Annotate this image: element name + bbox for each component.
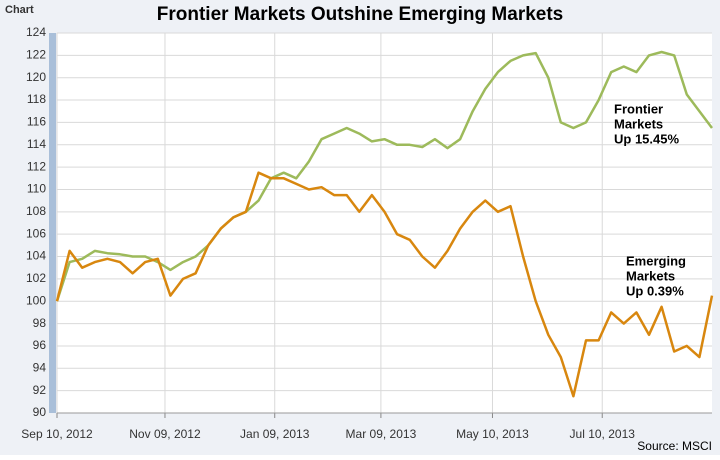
y-tick-label: 116	[27, 115, 46, 129]
annotation: Up 0.39%	[626, 283, 684, 298]
annotation: Emerging	[626, 253, 686, 268]
y-tick-label: 114	[27, 137, 46, 151]
x-tick-label: May 10, 2013	[456, 427, 529, 441]
y-tick-label: 104	[26, 249, 46, 263]
series-line	[55, 50, 713, 302]
y-tick-label: 108	[26, 204, 46, 218]
y-tick-label: 106	[26, 226, 46, 240]
source: Source: MSCI	[637, 439, 712, 453]
y-tick-label: 124	[26, 25, 46, 39]
corner-label: Chart	[5, 4, 34, 16]
x-tick-label: Sep 10, 2012	[21, 427, 93, 441]
x-tick-label: Jul 10, 2013	[570, 427, 636, 441]
annotation: Frontier	[614, 101, 663, 116]
y-tick-label: 102	[26, 271, 46, 285]
y-tick-label: 100	[26, 293, 46, 307]
y-tick-label: 120	[26, 70, 46, 84]
y-tick-label: 110	[27, 182, 46, 196]
y-tick-label: 90	[33, 405, 47, 419]
annotation: Up 15.45%	[614, 131, 679, 146]
y-tick-label: 122	[26, 48, 46, 62]
y-tick-label: 92	[33, 383, 47, 397]
annotation: Markets	[626, 268, 675, 283]
plot-area	[57, 33, 712, 413]
chart-title: Frontier Markets Outshine Emerging Marke…	[157, 4, 564, 25]
x-tick-label: Jan 09, 2013	[240, 427, 310, 441]
x-tick-label: Mar 09, 2013	[346, 427, 417, 441]
series-line	[55, 171, 714, 398]
y-tick-label: 98	[33, 316, 47, 330]
y-tick-label: 118	[27, 92, 46, 106]
y-tick-label: 96	[33, 338, 47, 352]
y-tick-label: 94	[33, 360, 47, 374]
annotation: Markets	[614, 116, 663, 131]
axis-band	[49, 33, 56, 413]
y-tick-label: 112	[27, 159, 46, 173]
x-tick-label: Nov 09, 2012	[129, 427, 201, 441]
